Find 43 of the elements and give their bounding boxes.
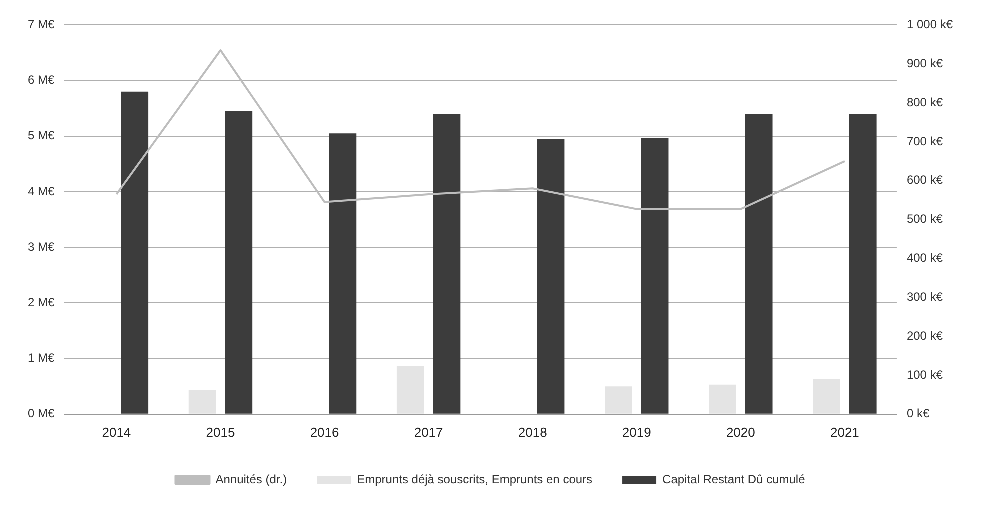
bar bbox=[849, 114, 877, 414]
legend-label: Emprunts déjà souscrits, Emprunts en cours bbox=[357, 472, 593, 486]
bar bbox=[605, 386, 632, 414]
y2-tick-label: 700 k€ bbox=[906, 134, 944, 148]
bar bbox=[188, 390, 216, 414]
y-tick-label: 6 M€ bbox=[28, 73, 55, 88]
y2-tick-label: 200 k€ bbox=[906, 328, 944, 343]
legend-label: Capital Restant Dû cumulé bbox=[662, 472, 806, 486]
y2-tick-label: 900 k€ bbox=[906, 56, 944, 70]
x-tick-label: 2021 bbox=[830, 424, 860, 440]
y-tick-label: 0 M€ bbox=[28, 406, 55, 421]
y2-tick-label: 300 k€ bbox=[906, 290, 944, 304]
y2-tick-label: 800 k€ bbox=[906, 95, 944, 110]
bar bbox=[745, 114, 773, 414]
x-tick-label: 2014 bbox=[102, 424, 132, 440]
y2-tick-label: 0 k€ bbox=[906, 406, 930, 421]
y-tick-label: 1 M€ bbox=[28, 351, 55, 366]
x-tick-label: 2016 bbox=[310, 424, 340, 440]
y-tick-label: 2 M€ bbox=[28, 296, 55, 310]
x-tick-label: 2015 bbox=[206, 424, 236, 440]
bar bbox=[329, 134, 357, 414]
y-tick-label: 7 M€ bbox=[28, 18, 55, 32]
bar bbox=[641, 138, 669, 414]
bar bbox=[121, 92, 149, 414]
bar bbox=[813, 379, 840, 414]
bar bbox=[709, 384, 736, 414]
bar bbox=[433, 114, 461, 414]
legend-label: Annuités (dr.) bbox=[216, 472, 288, 486]
y-tick-label: 5 M€ bbox=[28, 128, 55, 143]
x-tick-label: 2020 bbox=[726, 424, 756, 440]
y2-tick-label: 400 k€ bbox=[906, 251, 944, 266]
bar bbox=[537, 139, 565, 414]
bar bbox=[396, 366, 424, 414]
y2-tick-label: 1 000 k€ bbox=[906, 18, 954, 32]
x-tick-label: 2018 bbox=[518, 424, 548, 440]
x-tick-label: 2019 bbox=[622, 424, 652, 440]
x-tick-label: 2017 bbox=[414, 424, 444, 440]
y-tick-label: 4 M€ bbox=[28, 184, 55, 198]
y2-tick-label: 500 k€ bbox=[906, 212, 944, 226]
y2-tick-label: 100 k€ bbox=[906, 368, 944, 382]
bar bbox=[225, 111, 253, 414]
y-tick-label: 3 M€ bbox=[28, 240, 55, 254]
y2-tick-label: 600 k€ bbox=[906, 173, 944, 188]
